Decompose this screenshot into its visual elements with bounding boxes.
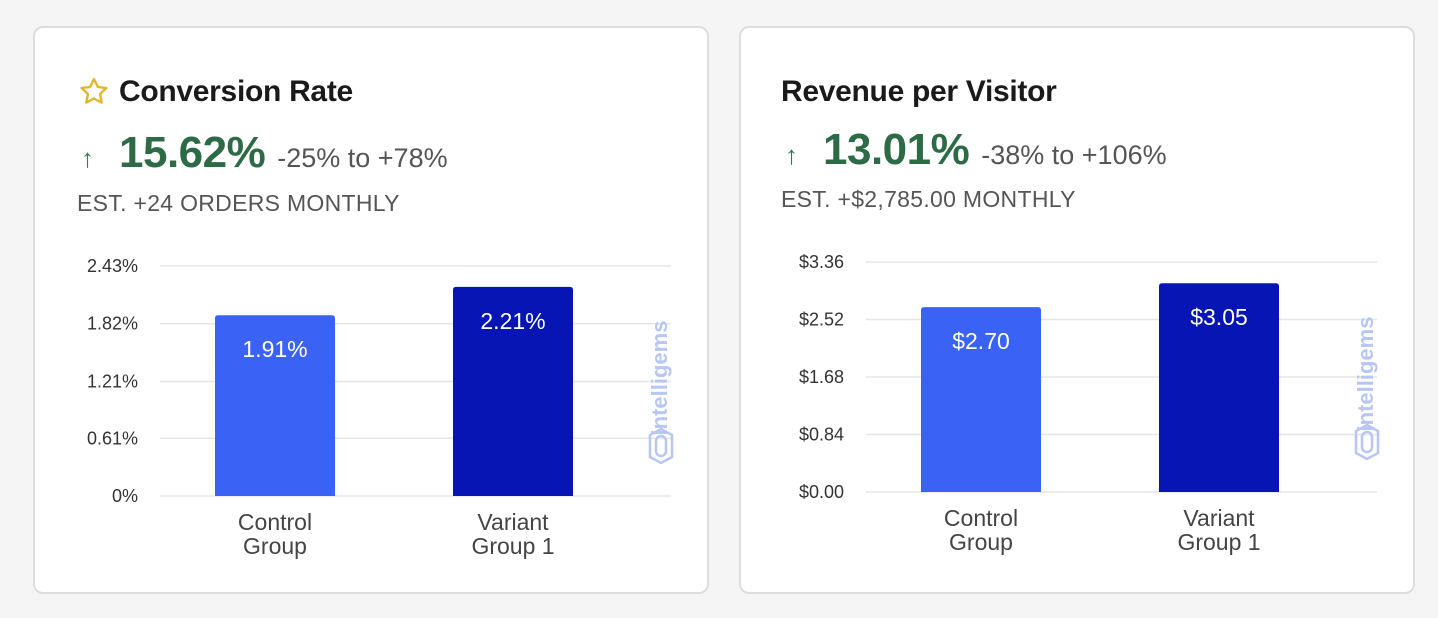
lift-row: ↑ 13.01% -38% to +106%	[785, 125, 1167, 175]
y-tick-label: $0.00	[799, 482, 844, 502]
x-category-label: Variant	[1183, 505, 1255, 531]
y-tick-label: 2.43%	[87, 256, 138, 276]
logo-hexagon	[1354, 423, 1380, 461]
bar[interactable]	[1159, 283, 1279, 492]
bar-value-label: $2.70	[952, 328, 1010, 354]
logo-hexagon	[648, 427, 674, 465]
chart-title: Revenue per Visitor	[781, 75, 1057, 108]
bar[interactable]	[921, 307, 1041, 492]
y-tick-label: 1.82%	[87, 314, 138, 334]
y-tick-label: 1.21%	[87, 371, 138, 391]
lift-row: ↑ 15.62% -25% to +78%	[81, 128, 448, 178]
lift-value: 15.62%	[119, 128, 266, 177]
x-category-label: Group	[243, 533, 307, 559]
y-tick-label: $2.52	[799, 310, 844, 330]
watermark-text: intelligems	[1353, 317, 1378, 432]
card-header: Revenue per Visitor	[781, 75, 1057, 109]
star-outline-icon[interactable]	[77, 75, 111, 109]
card-header: Conversion Rate	[77, 75, 353, 109]
x-category-label: Group 1	[1177, 529, 1260, 555]
x-category-label: Group 1	[471, 533, 554, 559]
y-tick-label: 0.61%	[87, 428, 138, 448]
bar-chart: $0.00$0.84$1.68$2.52$3.36$2.70ControlGro…	[799, 252, 1380, 555]
x-category-label: Control	[238, 509, 312, 535]
x-category-label: Group	[949, 529, 1013, 555]
chart-title: Conversion Rate	[119, 75, 353, 108]
y-tick-label: 0%	[112, 486, 138, 506]
logo-core	[1360, 430, 1374, 454]
x-category-label: Variant	[477, 509, 549, 535]
bar[interactable]	[215, 315, 335, 496]
y-tick-label: $3.36	[799, 252, 844, 272]
y-tick-label: $1.68	[799, 367, 844, 387]
logo-core	[654, 434, 668, 458]
intelligems-logo-icon	[1354, 423, 1380, 461]
conversion-rate-card: Conversion Rate ↑ 15.62% -25% to +78% ES…	[33, 26, 709, 594]
monthly-estimate: EST. +24 ORDERS MONTHLY	[77, 190, 400, 216]
arrow-up-icon: ↑	[785, 140, 798, 170]
bar[interactable]	[453, 286, 573, 496]
bar-value-label: 1.91%	[242, 336, 307, 362]
intelligems-logo-icon	[648, 427, 674, 465]
confidence-range: -38% to +106%	[981, 140, 1167, 170]
bar-value-label: 2.21%	[480, 308, 545, 334]
monthly-estimate: EST. +$2,785.00 MONTHLY	[781, 186, 1076, 212]
y-tick-label: $0.84	[799, 425, 844, 445]
watermark-text: intelligems	[647, 321, 672, 436]
lift-value: 13.01%	[823, 125, 970, 174]
bar-value-label: $3.05	[1190, 304, 1248, 330]
x-category-label: Control	[944, 505, 1018, 531]
arrow-up-icon: ↑	[81, 143, 94, 173]
confidence-range: -25% to +78%	[277, 143, 448, 173]
revenue-per-visitor-card: Revenue per Visitor ↑ 13.01% -38% to +10…	[739, 26, 1415, 594]
